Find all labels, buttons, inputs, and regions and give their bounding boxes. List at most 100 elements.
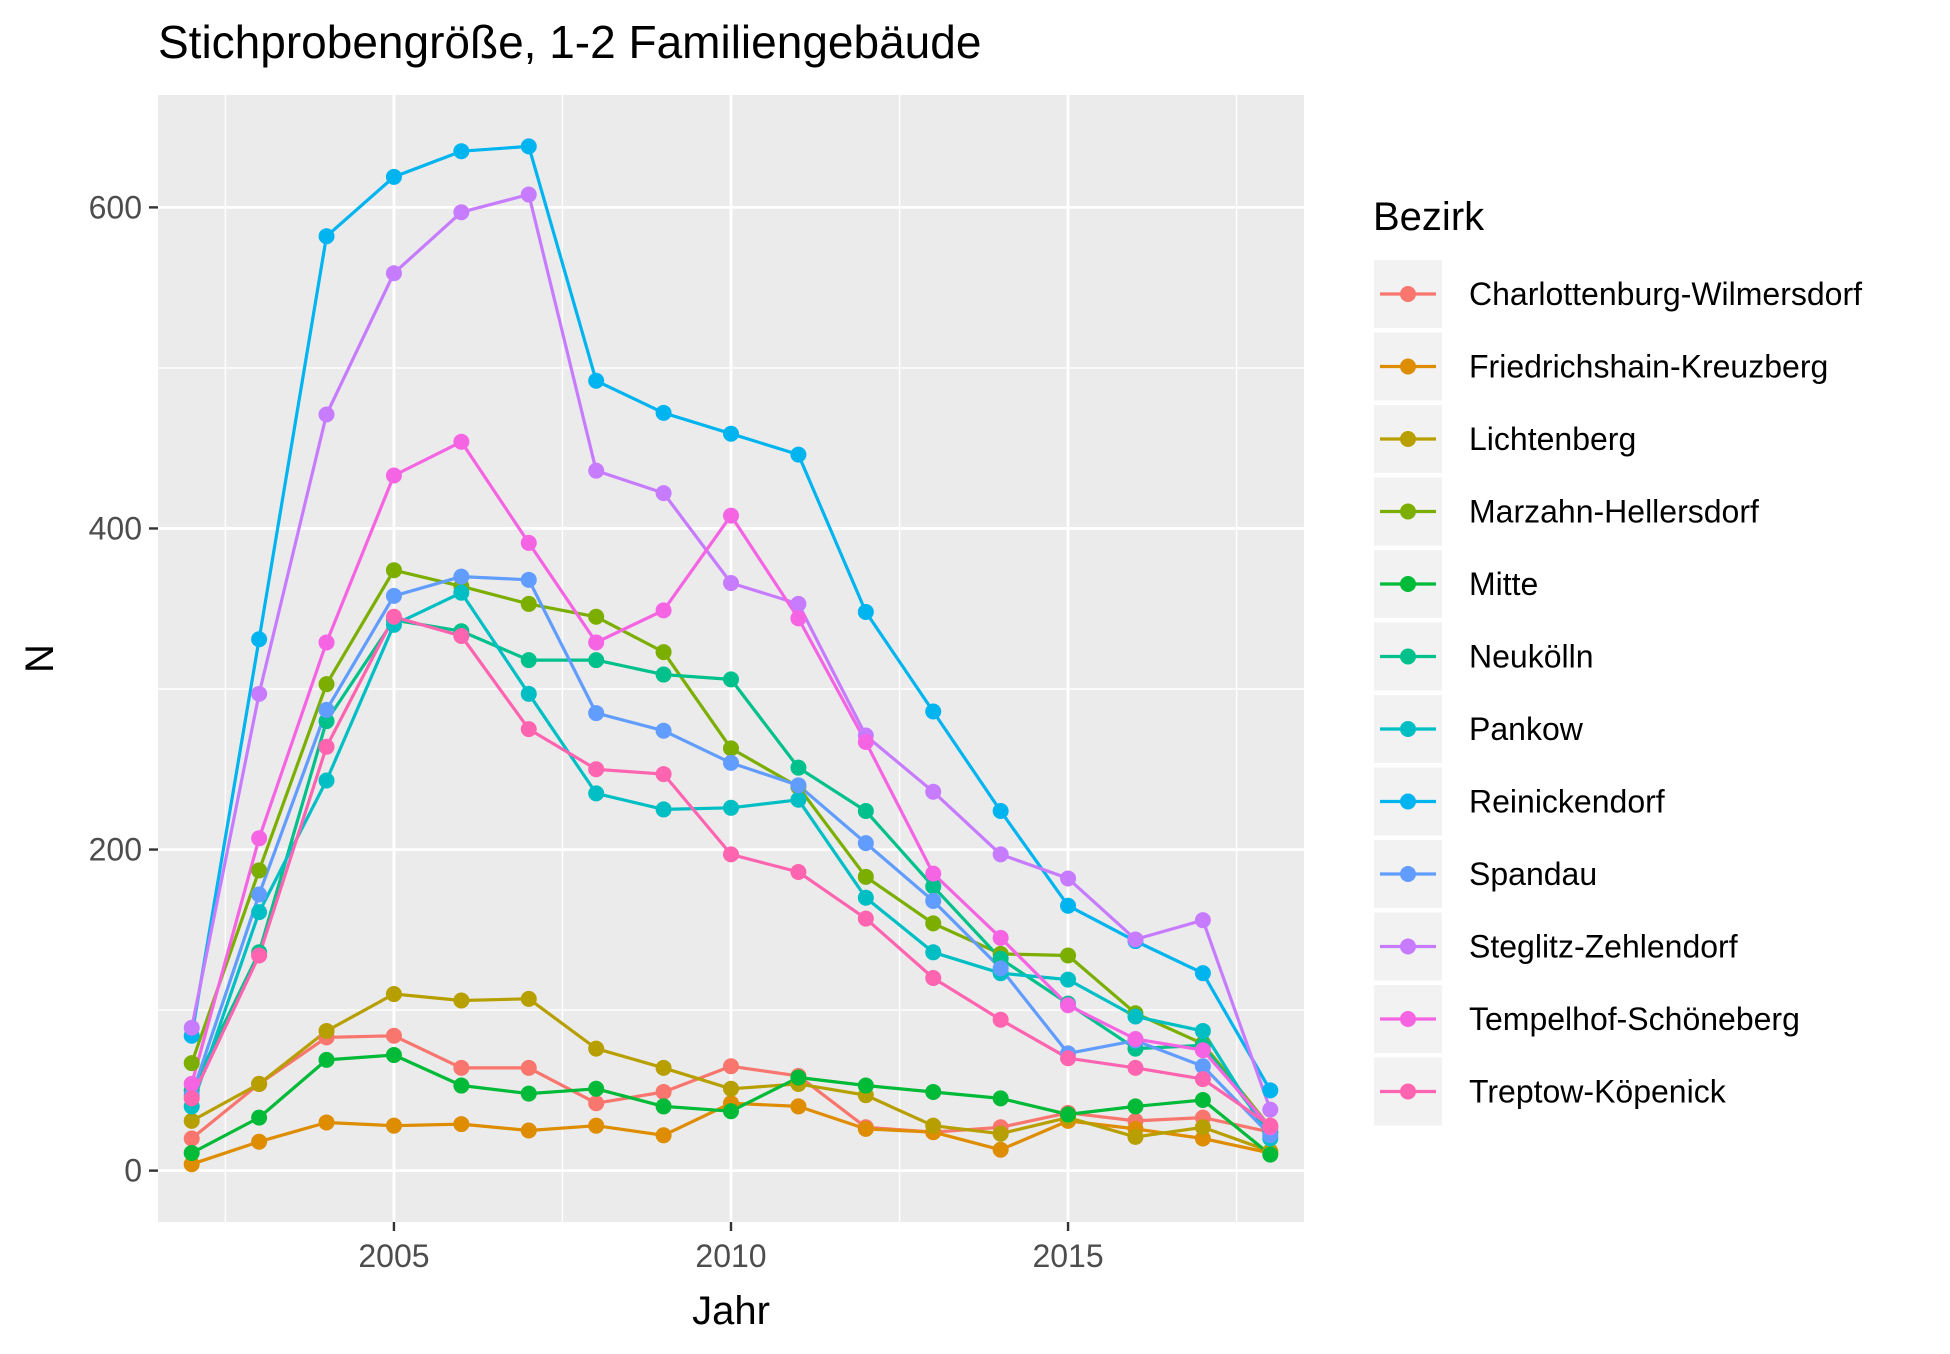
- data-point: [318, 738, 335, 755]
- y-tick-label: 400: [89, 510, 142, 546]
- y-tick-label: 0: [124, 1153, 142, 1189]
- data-point: [790, 610, 807, 627]
- data-point: [1262, 1101, 1279, 1118]
- data-point: [520, 534, 537, 551]
- data-point: [318, 713, 335, 730]
- legend-label: Neukölln: [1469, 639, 1594, 675]
- data-point: [992, 960, 1009, 977]
- data-point: [992, 1125, 1009, 1142]
- data-point: [655, 722, 672, 739]
- data-point: [857, 1077, 874, 1094]
- legend-label: Charlottenburg-Wilmersdorf: [1469, 276, 1862, 312]
- data-point: [723, 740, 739, 757]
- y-axis-title: N: [18, 644, 62, 673]
- data-point: [385, 467, 402, 484]
- data-point: [1060, 897, 1077, 914]
- data-point: [857, 889, 874, 906]
- data-point: [385, 608, 402, 625]
- data-point: [723, 1103, 739, 1120]
- data-point: [655, 1127, 672, 1144]
- axes: 2005 2010 2015 0 200 400 600: [89, 189, 1104, 1274]
- data-point: [1127, 1008, 1144, 1025]
- data-point: [318, 772, 335, 789]
- legend-key-point: [1400, 793, 1416, 810]
- data-point: [453, 204, 470, 221]
- data-point: [520, 138, 537, 155]
- data-point: [251, 685, 268, 702]
- x-axis-title: Jahr: [692, 1289, 770, 1333]
- data-point: [790, 446, 807, 463]
- data-point: [723, 575, 739, 592]
- data-point: [588, 1040, 605, 1057]
- x-tick-label: 2015: [1032, 1238, 1103, 1274]
- data-point: [588, 1080, 605, 1097]
- data-point: [385, 1047, 402, 1064]
- data-point: [655, 1083, 672, 1100]
- data-point: [183, 1055, 200, 1072]
- data-point: [1127, 931, 1144, 948]
- data-point: [925, 944, 942, 961]
- data-point: [385, 587, 402, 604]
- data-point: [1194, 912, 1211, 929]
- legend-label: Pankow: [1469, 711, 1584, 747]
- legend-label: Marzahn-Hellersdorf: [1469, 494, 1759, 530]
- data-point: [318, 634, 335, 651]
- data-point: [183, 1019, 200, 1036]
- data-point: [655, 766, 672, 783]
- data-point: [251, 1133, 268, 1150]
- y-tick-label: 600: [89, 189, 142, 225]
- data-point: [1194, 1119, 1211, 1136]
- x-tick-label: 2010: [695, 1238, 766, 1274]
- data-point: [520, 652, 537, 669]
- data-point: [318, 1051, 335, 1068]
- legend-label: Mitte: [1469, 566, 1538, 602]
- data-point: [318, 701, 335, 718]
- data-point: [385, 1027, 402, 1044]
- data-point: [453, 1077, 470, 1094]
- data-point: [857, 910, 874, 927]
- data-point: [453, 143, 470, 160]
- data-point: [183, 1075, 200, 1092]
- data-point: [588, 1117, 605, 1134]
- data-point: [1127, 1030, 1144, 1047]
- legend-label: Steglitz-Zehlendorf: [1469, 929, 1738, 965]
- data-point: [318, 406, 335, 423]
- major-gridlines: [158, 95, 1304, 1222]
- data-point: [453, 992, 470, 1009]
- data-point: [655, 1098, 672, 1115]
- data-point: [183, 1112, 200, 1129]
- data-point: [655, 1059, 672, 1076]
- data-point: [520, 721, 537, 738]
- data-point: [1262, 1146, 1279, 1163]
- data-point: [790, 777, 807, 794]
- data-point: [251, 1109, 268, 1126]
- data-point: [790, 791, 807, 808]
- data-point: [655, 644, 672, 661]
- data-point: [925, 1117, 942, 1134]
- data-point: [251, 947, 268, 964]
- data-point: [1060, 1050, 1077, 1067]
- data-point: [385, 1117, 402, 1134]
- data-point: [723, 754, 739, 771]
- data-point: [723, 1058, 739, 1075]
- data-point: [1127, 1098, 1144, 1115]
- data-point: [453, 1116, 470, 1133]
- data-point: [520, 990, 537, 1007]
- data-point: [1194, 1058, 1211, 1075]
- data-point: [723, 507, 739, 524]
- data-point: [1194, 1130, 1211, 1147]
- legend-title: Bezirk: [1373, 195, 1485, 239]
- data-point: [251, 1075, 268, 1092]
- data-point: [1127, 1128, 1144, 1145]
- data-point: [1194, 1022, 1211, 1039]
- data-point: [925, 915, 942, 932]
- data-point: [723, 846, 739, 863]
- data-point: [588, 608, 605, 625]
- data-point: [925, 703, 942, 720]
- data-point: [520, 595, 537, 612]
- data-point: [992, 1011, 1009, 1028]
- data-point: [1194, 1091, 1211, 1108]
- legend-key-point: [1400, 648, 1416, 665]
- data-point: [655, 801, 672, 818]
